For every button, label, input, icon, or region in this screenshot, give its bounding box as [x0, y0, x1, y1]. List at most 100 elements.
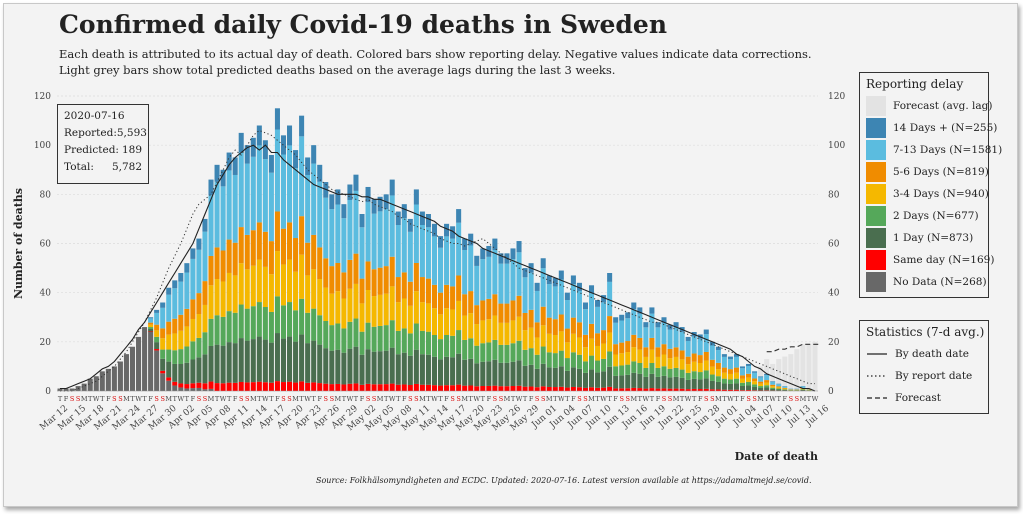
- bar-segment-no-data: [136, 336, 142, 391]
- bar-segment: [522, 349, 528, 366]
- bar-segment: [613, 366, 619, 376]
- bar-segment: [516, 385, 522, 391]
- bar-segment: [552, 277, 558, 287]
- bar-segment: [208, 345, 214, 382]
- bar-segment: [504, 263, 510, 304]
- bar-segment: [305, 242, 311, 276]
- bar-segment: [776, 387, 782, 389]
- bar-segment: [685, 340, 691, 357]
- bar-segment: [782, 386, 788, 388]
- bar-segment: [703, 378, 709, 389]
- bar-segment: [425, 331, 431, 355]
- bar-segment: [733, 372, 739, 379]
- weekday-label: W: [262, 395, 269, 403]
- bar-segment: [613, 354, 619, 367]
- bar-segment: [528, 386, 534, 391]
- bar-segment: [558, 331, 564, 351]
- bar-segment: [329, 266, 335, 294]
- legend-label: 7-13 Days (N=1581): [893, 144, 1003, 156]
- bar-segment: [311, 234, 317, 270]
- bar-segment: [305, 275, 311, 313]
- bar-segment: [262, 339, 268, 383]
- bar-segment: [631, 387, 637, 391]
- chart-subtitle: Each death is attributed to its actual d…: [59, 46, 812, 78]
- bar-segment: [274, 129, 280, 212]
- bar-segment: [474, 324, 480, 346]
- bar-segment: [492, 339, 498, 360]
- bar-segment: [800, 386, 806, 388]
- bar-segment: [588, 355, 595, 370]
- bar-segment: [601, 387, 607, 391]
- bar-segment: [371, 269, 377, 297]
- bar-segment: [220, 186, 226, 251]
- bar-segment: [148, 331, 154, 332]
- weekday-label: T: [396, 395, 401, 403]
- bar-segment: [746, 381, 752, 386]
- bar-segment: [637, 349, 643, 363]
- bar-segment: [607, 316, 613, 333]
- bar-segment: [419, 211, 425, 226]
- bar-segment: [758, 381, 764, 384]
- bar-segment: [456, 330, 462, 354]
- bar-segment: [172, 333, 178, 351]
- weekday-label: W: [812, 395, 819, 403]
- bar-segment: [196, 382, 202, 388]
- weekday-label: W: [769, 395, 776, 403]
- bar-segment: [613, 317, 619, 323]
- bar-segment: [564, 358, 570, 371]
- bar-segment: [377, 384, 383, 391]
- bar-segment: [733, 354, 739, 357]
- bar-segment: [323, 383, 329, 391]
- weekday-label: S: [287, 395, 291, 403]
- weekday-label: S: [366, 395, 370, 403]
- bar-segment: [619, 375, 625, 389]
- weekday-label: W: [389, 395, 396, 403]
- bar-segment: [413, 204, 419, 263]
- bar-segment: [582, 361, 588, 373]
- bar-segment: [667, 329, 673, 349]
- bar-segment: [395, 384, 401, 391]
- bar-segment: [226, 342, 232, 383]
- bar-segment: [685, 389, 691, 391]
- bar-segment: [631, 302, 637, 310]
- bar-segment: [365, 289, 371, 323]
- bar-segment: [540, 258, 546, 269]
- weekday-label: M: [250, 395, 257, 403]
- bar-segment: [703, 370, 709, 379]
- stats-items: By death date By report date Forecast: [866, 343, 982, 409]
- weekday-label: F: [529, 395, 534, 403]
- bar-segment: [413, 262, 419, 292]
- bar-segment: [739, 375, 746, 379]
- bar-segment: [486, 361, 492, 386]
- bar-segment: [661, 388, 667, 391]
- bar-segment: [552, 335, 558, 354]
- bar-segment: [347, 288, 353, 322]
- bar-segment-no-data: [87, 378, 93, 391]
- weekday-label: T: [130, 395, 135, 403]
- bar-segment: [613, 322, 619, 345]
- weekday-label: F: [191, 395, 196, 403]
- bar-segment: [655, 322, 661, 328]
- weekday-label: S: [499, 395, 503, 403]
- weekday-label: F: [402, 395, 407, 403]
- weekday-label: S: [450, 395, 454, 403]
- reporting-delay-legend: Reporting delay Forecast (avg. lag) 14 Da…: [859, 72, 1002, 298]
- bar-segment: [655, 367, 661, 377]
- weekday-label: S: [118, 395, 122, 403]
- bar-segment: [613, 388, 619, 391]
- weekday-label: F: [740, 395, 745, 403]
- bar-segment: [395, 330, 401, 355]
- bar-segment: [407, 355, 413, 385]
- stats-line-icon: [867, 353, 887, 355]
- bar-segment: [679, 359, 685, 370]
- bar-segment: [601, 295, 607, 303]
- bar-segment: [154, 330, 160, 337]
- bar-segment: [431, 385, 437, 391]
- bar-segment-no-data: [172, 385, 178, 391]
- weekday-label: M: [377, 395, 384, 403]
- bar-segment: [172, 318, 178, 334]
- bar-segment: [413, 349, 419, 384]
- weekday-label: T: [58, 395, 63, 403]
- bar-segment: [419, 225, 425, 278]
- bar-segment: [709, 380, 715, 390]
